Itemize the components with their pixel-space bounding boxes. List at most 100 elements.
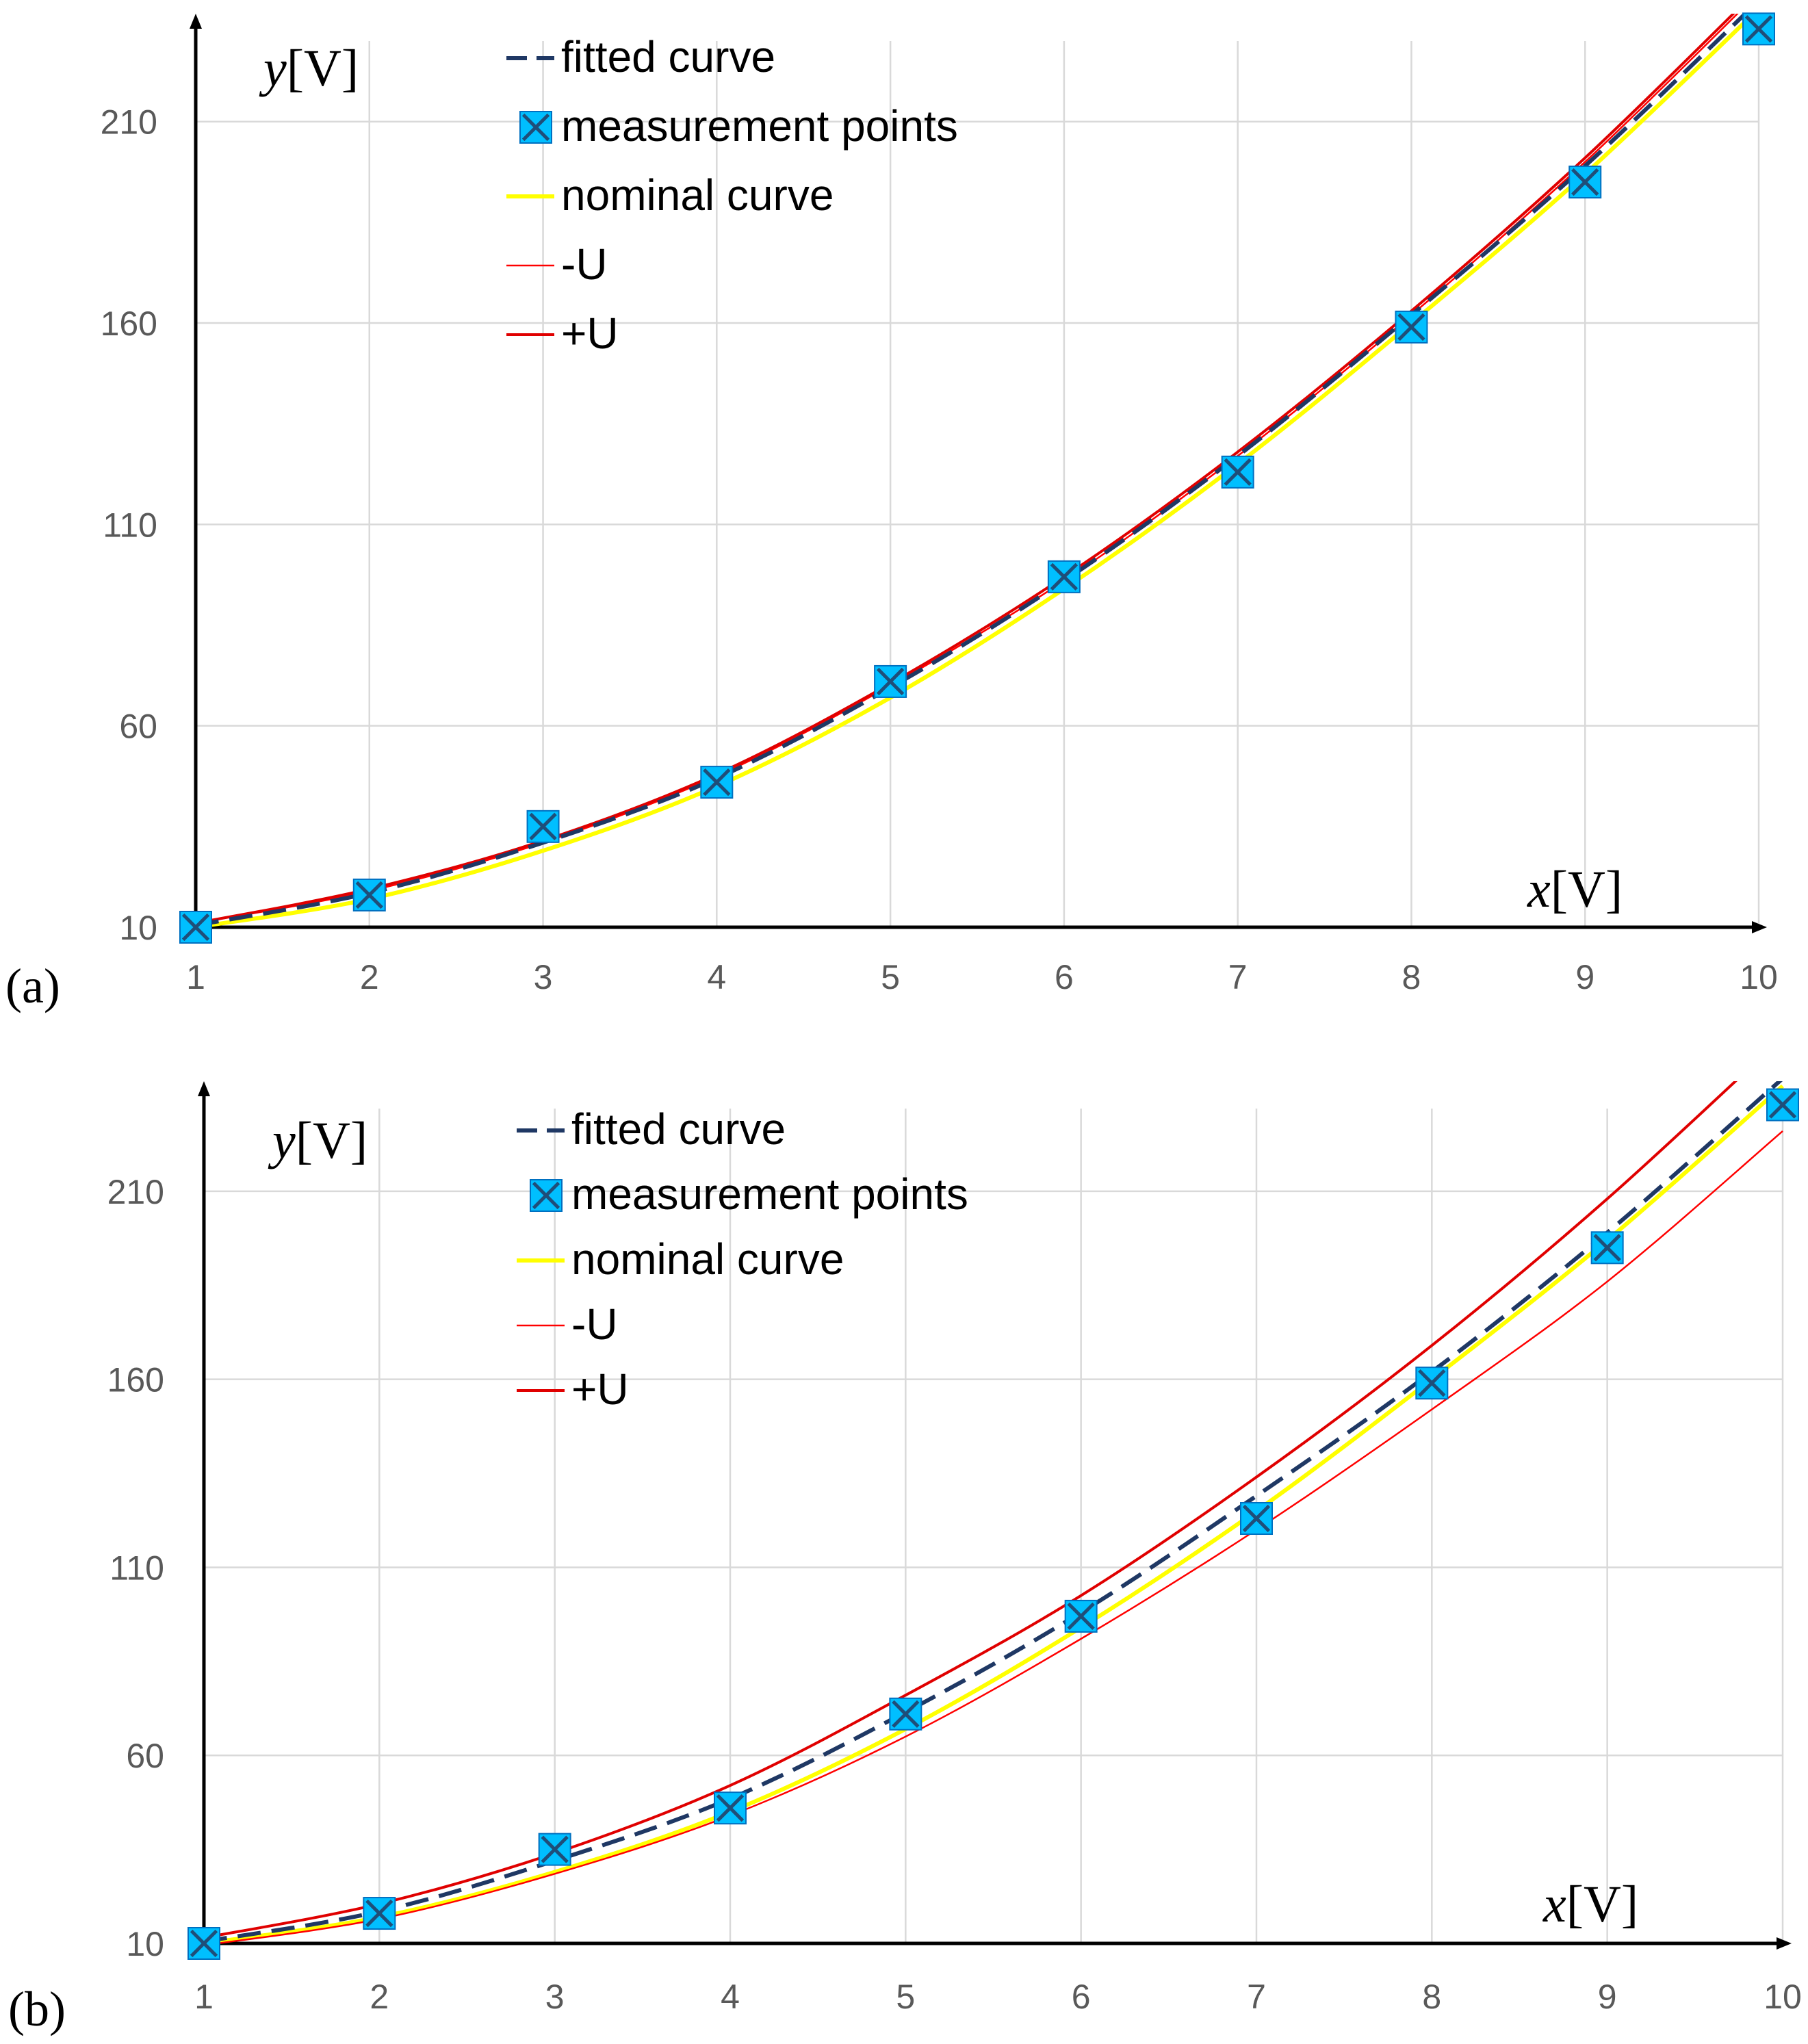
x-axis-arrow bbox=[1752, 921, 1767, 933]
measurement-point bbox=[1415, 1367, 1449, 1400]
measurement-point bbox=[714, 1791, 747, 1825]
axes bbox=[190, 14, 1767, 933]
y-axis-title-var: y bbox=[268, 1112, 296, 1169]
legend-item: nominal curve bbox=[517, 1234, 844, 1284]
series-line-u bbox=[196, 14, 1735, 925]
measurement-point bbox=[1064, 1599, 1098, 1633]
x-tick-label: 7 bbox=[1228, 958, 1248, 996]
x-tick-label: 2 bbox=[370, 1978, 389, 2016]
y-axis-arrow bbox=[190, 14, 202, 29]
x-tick-label: 9 bbox=[1575, 958, 1594, 996]
x-axis-title-unit: [V] bbox=[1566, 1876, 1639, 1933]
x-tick-label: 8 bbox=[1402, 958, 1421, 996]
y-tick-label: 210 bbox=[101, 103, 157, 142]
x-tick-label: 5 bbox=[881, 958, 900, 996]
series-line-fitted-curve bbox=[204, 1081, 1783, 1944]
measurement-points bbox=[179, 12, 1775, 944]
measurement-point bbox=[538, 1833, 571, 1866]
series-line-fitted-curve bbox=[196, 14, 1748, 928]
legend-marker bbox=[530, 1179, 563, 1212]
measurement-point bbox=[700, 766, 734, 799]
measurement-point bbox=[363, 1897, 396, 1930]
legend-label: +U bbox=[571, 1364, 629, 1414]
legend-item: +U bbox=[517, 1364, 629, 1414]
measurement-point bbox=[1395, 310, 1428, 344]
legend-item: -U bbox=[506, 240, 608, 289]
tick-labels: 1 2 3 4 5 6 7 8 9 10 10 60 110 160 210 bbox=[107, 1173, 1802, 2016]
y-axis-title: y[V] bbox=[259, 40, 359, 97]
series-line-u bbox=[196, 14, 1739, 924]
y-tick-label: 110 bbox=[109, 1549, 164, 1587]
axes bbox=[198, 1081, 1792, 1950]
legend-label: fitted curve bbox=[571, 1104, 786, 1154]
x-tick-label: 8 bbox=[1422, 1978, 1441, 2016]
x-tick-label: 1 bbox=[194, 1978, 214, 2016]
series-line-nominal-curve bbox=[196, 14, 1757, 929]
tick-labels: 1 2 3 4 5 6 7 8 9 10 10 60 110 160 210 bbox=[101, 103, 1778, 996]
panel-label: (a) bbox=[5, 959, 60, 1013]
y-tick-label: 160 bbox=[101, 305, 157, 343]
x-tick-label: 7 bbox=[1247, 1978, 1266, 2016]
measurement-point bbox=[1766, 1088, 1799, 1122]
measurement-point bbox=[1590, 1231, 1624, 1265]
y-axis-arrow bbox=[198, 1081, 210, 1096]
legend-item: nominal curve bbox=[506, 170, 834, 220]
y-axis-title-unit: [V] bbox=[287, 40, 359, 97]
y-axis-title-var: y bbox=[259, 40, 287, 97]
x-axis-title: x[V] bbox=[1527, 861, 1623, 918]
x-axis-title-var: x bbox=[1527, 861, 1551, 918]
measurement-point bbox=[889, 1697, 922, 1731]
legend-marker bbox=[519, 111, 552, 144]
measurement-point bbox=[526, 810, 560, 843]
series-line-nominal-curve bbox=[204, 1084, 1784, 1945]
legend-label: fitted curve bbox=[561, 32, 775, 81]
x-axis-title-var: x bbox=[1542, 1876, 1566, 1933]
legend-item: fitted curve bbox=[506, 32, 775, 81]
measurement-point bbox=[1240, 1502, 1273, 1536]
legend-label: measurement points bbox=[571, 1169, 968, 1219]
x-tick-label: 10 bbox=[1740, 958, 1778, 996]
plot-area bbox=[196, 14, 1757, 929]
x-tick-label: 1 bbox=[186, 958, 205, 996]
x-tick-label: 4 bbox=[707, 958, 726, 996]
x-tick-label: 4 bbox=[721, 1978, 740, 2016]
y-tick-label: 160 bbox=[107, 1361, 164, 1399]
measurement-point bbox=[874, 664, 907, 698]
y-tick-label: 10 bbox=[126, 1925, 164, 1963]
x-tick-label: 3 bbox=[534, 958, 553, 996]
measurement-point bbox=[1742, 12, 1775, 46]
legend-item: measurement points bbox=[530, 1169, 968, 1219]
y-axis-title-unit: [V] bbox=[296, 1112, 368, 1169]
x-tick-label: 5 bbox=[896, 1978, 915, 2016]
panel-label: (b) bbox=[8, 1982, 66, 2036]
legend-item: -U bbox=[517, 1299, 618, 1349]
series-line-u bbox=[204, 1130, 1783, 1945]
y-tick-label: 60 bbox=[126, 1737, 164, 1775]
plot-area bbox=[204, 1081, 1784, 1945]
x-tick-label: 3 bbox=[545, 1978, 565, 2016]
x-tick-label: 6 bbox=[1055, 958, 1074, 996]
measurement-point bbox=[1568, 166, 1602, 199]
legend-label: -U bbox=[571, 1299, 618, 1349]
measurement-point bbox=[352, 878, 386, 911]
legend-label: nominal curve bbox=[561, 170, 834, 220]
x-tick-label: 2 bbox=[360, 958, 379, 996]
y-tick-label: 110 bbox=[103, 506, 157, 544]
gridlines bbox=[196, 41, 1760, 927]
legend-label: -U bbox=[561, 240, 608, 289]
legend-label: +U bbox=[561, 309, 619, 358]
legend-label: measurement points bbox=[561, 101, 958, 151]
legend-item: measurement points bbox=[519, 101, 958, 151]
y-tick-label: 10 bbox=[119, 909, 157, 947]
measurement-point bbox=[1047, 560, 1081, 593]
legend: fitted curve measurement points nominal cu… bbox=[517, 1104, 968, 1414]
legend-item: +U bbox=[506, 309, 619, 358]
legend-item: fitted curve bbox=[517, 1104, 786, 1154]
measurement-points bbox=[188, 1088, 1799, 1960]
x-axis-arrow bbox=[1777, 1937, 1792, 1950]
series-line-u bbox=[204, 1081, 1738, 1939]
measurement-point bbox=[179, 911, 212, 944]
y-tick-label: 210 bbox=[107, 1173, 164, 1211]
y-axis-title: y[V] bbox=[268, 1112, 367, 1169]
